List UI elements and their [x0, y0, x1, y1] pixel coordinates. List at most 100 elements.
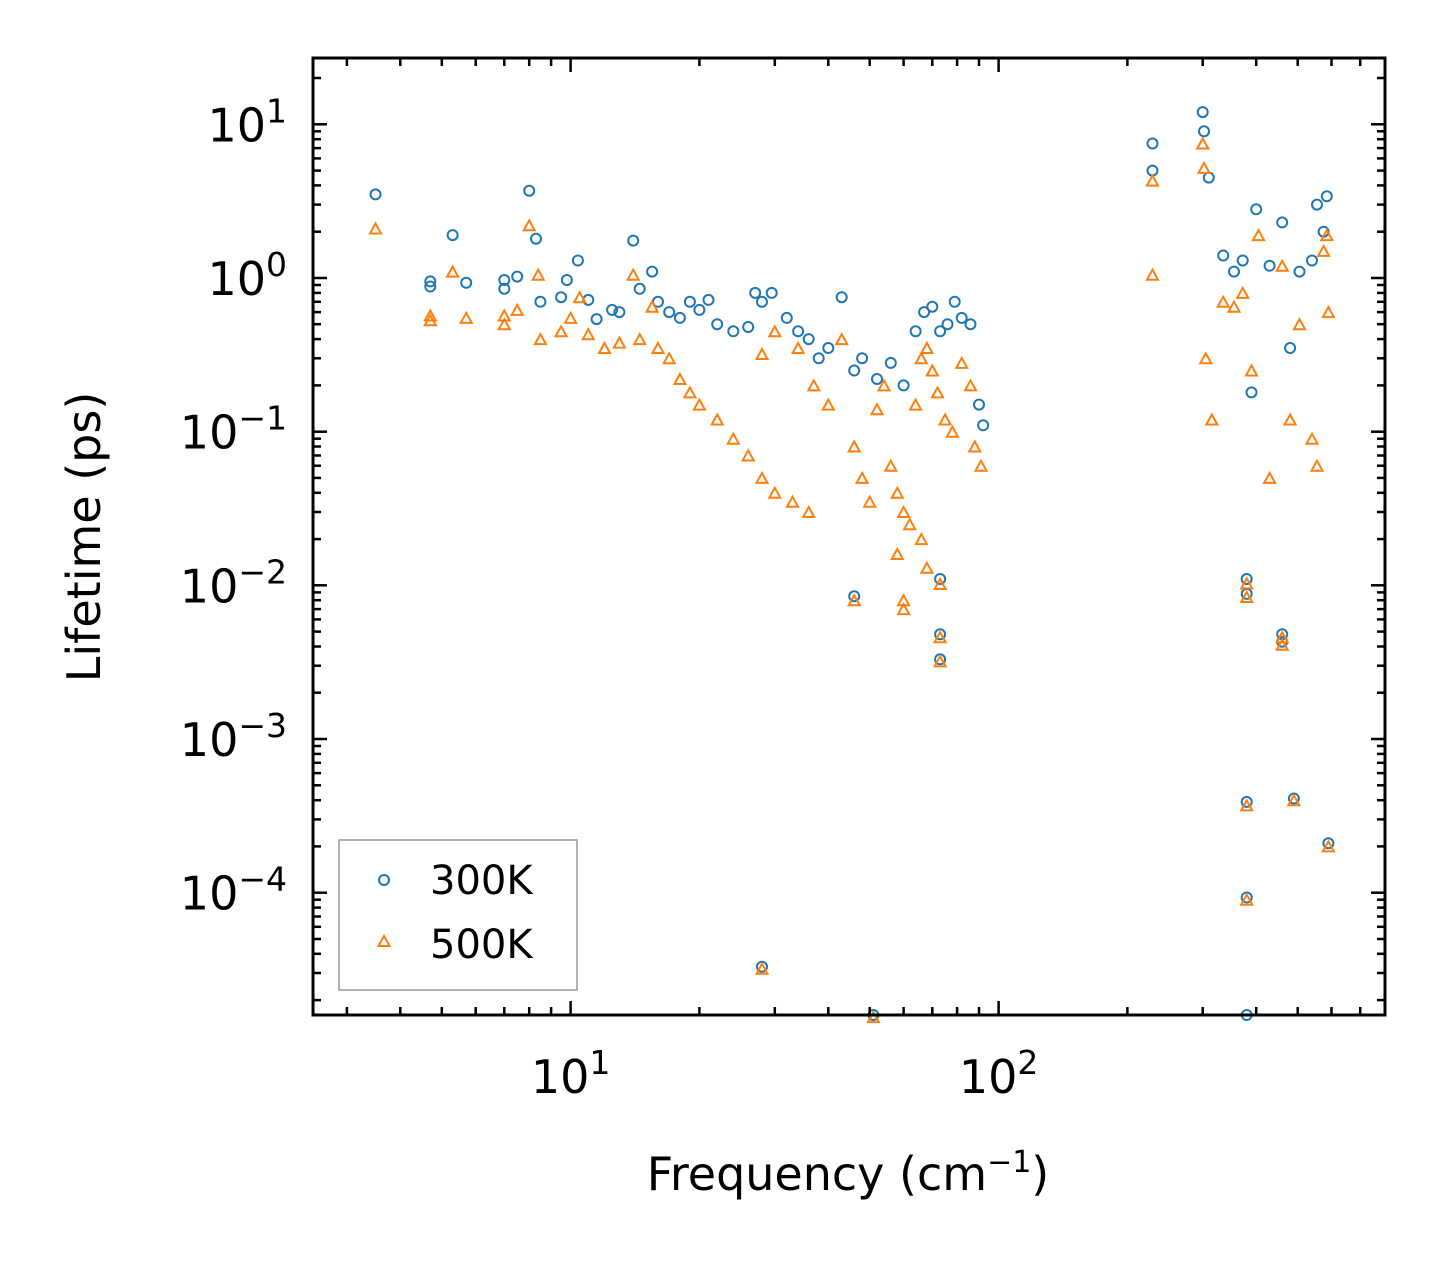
- data-point-300k-44: [909, 325, 922, 338]
- data-point-500k-94: [1286, 793, 1302, 807]
- data-point-500k-10: [533, 332, 548, 346]
- data-point-500k-54: [954, 355, 969, 369]
- data-point-500k-37: [834, 332, 849, 346]
- data-point-300k-50: [955, 311, 968, 324]
- data-point-300k-66: [1228, 265, 1240, 278]
- data-point-500k-51: [930, 385, 945, 399]
- x-tick-label-100: 102: [959, 1043, 1039, 1104]
- data-point-500k-42: [876, 378, 892, 392]
- data-point-300k-53: [977, 419, 990, 432]
- data-point-500k-26: [726, 431, 741, 445]
- x-tick-labels: 101 102: [531, 1043, 1039, 1104]
- data-point-500k-81: [1275, 258, 1290, 272]
- y-tick-label-0.0001: 10−4: [180, 860, 287, 921]
- data-point-500k-29: [767, 485, 782, 499]
- data-point-500k-50: [925, 363, 940, 377]
- data-point-300k-60: [1146, 137, 1159, 150]
- data-point-300k-36: [812, 352, 825, 365]
- data-point-300k-3: [446, 229, 459, 242]
- data-point-500k-28: [754, 470, 770, 484]
- data-point-300k-28: [727, 325, 740, 338]
- legend-marker-500k: [376, 933, 392, 947]
- data-point-300k-57: [934, 573, 947, 585]
- data-point-500k-49: [919, 340, 935, 354]
- data-point-300k-73: [1293, 265, 1306, 278]
- legend: 300K 500K: [338, 839, 578, 991]
- data-point-500k-34: [790, 340, 806, 354]
- y-tick-label-0.01: 10−2: [180, 552, 287, 613]
- data-point-300k-82: [1240, 795, 1253, 808]
- plot-frame: [311, 56, 1387, 1017]
- data-point-500k-33: [767, 324, 782, 338]
- data-point-500k-14: [581, 327, 596, 341]
- data-point-300k-42: [884, 356, 897, 369]
- data-point-500k-13: [572, 290, 587, 304]
- data-point-500k-71: [1195, 136, 1210, 150]
- data-point-500k-53: [945, 424, 960, 438]
- data-point-500k-78: [1244, 363, 1259, 377]
- data-point-300k-18: [627, 234, 640, 247]
- data-point-300k-45: [918, 306, 931, 319]
- data-point-300k-8: [523, 184, 536, 197]
- data-point-300k-65: [1217, 249, 1230, 262]
- data-point-300k-72: [1284, 342, 1297, 354]
- data-point-300k-34: [792, 325, 805, 338]
- data-point-500k-12: [563, 310, 578, 324]
- data-point-500k-1: [423, 308, 438, 322]
- data-point-500k-3: [445, 264, 460, 278]
- data-point-500k-19: [644, 299, 660, 313]
- data-point-300k-39: [848, 364, 861, 377]
- data-point-500k-76: [1226, 299, 1242, 313]
- data-point-300k-59: [934, 653, 947, 666]
- data-point-500k-43: [883, 458, 898, 472]
- data-point-500k-4: [459, 310, 474, 324]
- data-point-500k-27: [741, 448, 756, 462]
- data-point-300k-51: [964, 318, 977, 331]
- data-point-300k-74: [1306, 254, 1318, 267]
- data-point-500k-40: [862, 494, 877, 508]
- data-point-500k-55: [963, 378, 978, 392]
- data-point-300k-12: [560, 274, 573, 286]
- data-point-300k-23: [673, 311, 686, 324]
- data-point-300k-58: [934, 628, 947, 641]
- data-point-500k-60: [896, 602, 911, 616]
- data-point-500k-88: [1321, 305, 1336, 319]
- data-point-500k-63: [847, 593, 862, 607]
- data-point-500k-58: [890, 546, 905, 560]
- data-point-300k-27: [711, 318, 724, 331]
- data-point-300k-30: [749, 286, 762, 299]
- data-point-500k-17: [626, 267, 641, 281]
- y-tick-label-1: 100: [207, 245, 287, 306]
- data-point-300k-19: [633, 282, 646, 295]
- data-point-500k-91: [1275, 630, 1290, 644]
- data-point-500k-21: [662, 351, 677, 365]
- data-point-300k-77: [1320, 190, 1333, 203]
- data-point-500k-69: [1145, 173, 1160, 187]
- data-point-500k-7: [510, 302, 525, 316]
- y-tick-label-10: 101: [207, 91, 287, 152]
- data-point-500k-64: [754, 961, 770, 975]
- data-point-500k-90: [1239, 589, 1254, 603]
- data-point-500k-30: [785, 494, 800, 508]
- data-point-300k-43: [897, 379, 910, 392]
- data-point-300k-48: [941, 318, 954, 331]
- data-point-500k-70: [1145, 267, 1160, 281]
- data-point-500k-73: [1198, 351, 1213, 365]
- data-point-300k-69: [1250, 203, 1263, 216]
- data-point-300k-13: [571, 254, 584, 267]
- data-point-300k-62: [1196, 106, 1209, 119]
- data-point-500k-84: [1304, 431, 1320, 445]
- data-point-300k-35: [802, 333, 815, 346]
- data-point-500k-23: [682, 385, 698, 399]
- data-point-300k-70: [1263, 259, 1276, 272]
- data-point-300k-52: [973, 398, 985, 411]
- data-point-500k-18: [632, 332, 647, 346]
- data-point-300k-46: [926, 300, 939, 313]
- data-point-300k-68: [1245, 386, 1258, 399]
- data-point-300k-25: [693, 303, 706, 316]
- data-point-500k-62: [919, 560, 935, 574]
- data-point-500k-2: [423, 313, 438, 327]
- data-point-500k-95: [1239, 892, 1254, 906]
- data-point-500k-15: [597, 340, 612, 354]
- data-point-500k-57: [973, 458, 989, 472]
